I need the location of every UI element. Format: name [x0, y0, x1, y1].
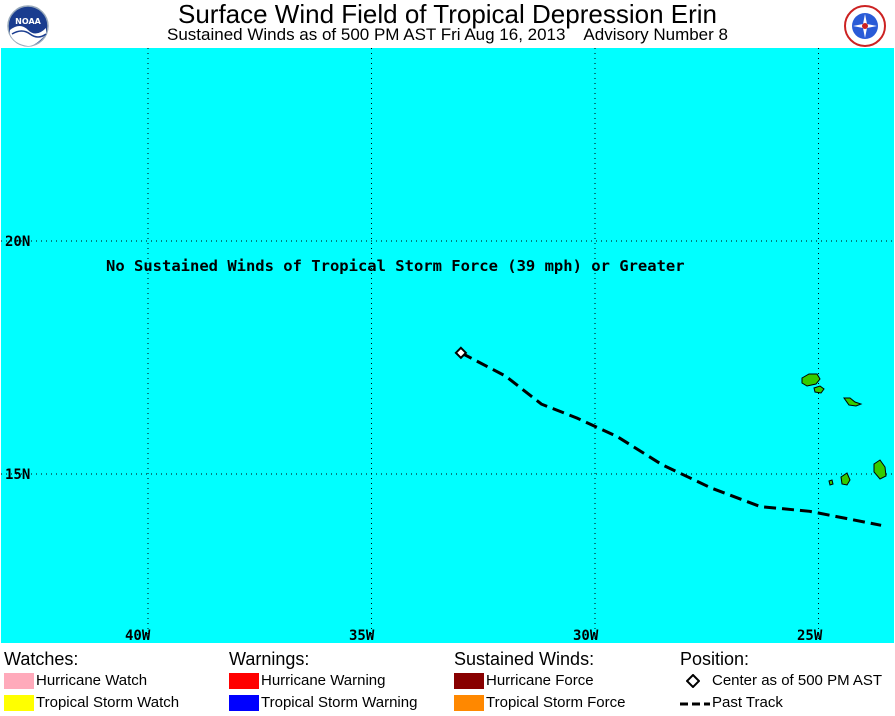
svg-text:NOAA: NOAA [15, 17, 41, 26]
legend-item-past-track: Past Track [680, 692, 783, 714]
tropical-storm-force-label: Tropical Storm Force [486, 694, 626, 711]
lon-label-40w: 40W [125, 628, 151, 643]
noaa-logo: NOAA [6, 4, 50, 48]
hurricane-warning-swatch [229, 673, 259, 689]
legend: Watches: Hurricane Watch Tropical Storm … [0, 644, 895, 716]
island-santiago [840, 472, 851, 486]
header: NOAA Surface Wind Field of Tropical Depr… [0, 0, 895, 48]
legend-item-center: Center as of 500 PM AST [680, 670, 882, 692]
wind-field-map: 20N 15N 40W 35W 30W 25W No Sustained Win… [1, 48, 894, 643]
lat-label-20n: 20N [5, 234, 31, 250]
position-heading: Position: [680, 649, 750, 669]
past-track-line [460, 351, 882, 527]
legend-item-hurricane-watch: Hurricane Watch [4, 670, 147, 692]
center-diamond-icon [686, 674, 700, 688]
no-tropical-storm-winds-notice: No Sustained Winds of Tropical Storm For… [106, 257, 685, 275]
storm-center-marker [454, 346, 468, 360]
island-sao-vicente [813, 385, 825, 394]
tropical-storm-warning-label: Tropical Storm Warning [261, 694, 418, 711]
island-santo-antao [801, 373, 821, 387]
legend-item-hurricane-force: Hurricane Force [454, 670, 594, 692]
tropical-storm-warning-swatch [229, 695, 259, 711]
lon-label-35w: 35W [349, 628, 375, 643]
lon-label-25w: 25W [797, 628, 823, 643]
lat-label-15n: 15N [5, 467, 31, 483]
legend-warnings: Warnings: Hurricane Warning Tropical Sto… [229, 648, 417, 714]
island-sao-nicolau [843, 397, 863, 407]
hurricane-force-label: Hurricane Force [486, 672, 594, 689]
legend-item-tropical-storm-warning: Tropical Storm Warning [229, 692, 417, 714]
island-sal [873, 459, 887, 480]
cabo-verde-islands [801, 373, 887, 486]
map-title: Surface Wind Field of Tropical Depressio… [177, 0, 717, 29]
tropical-storm-watch-label: Tropical Storm Watch [36, 694, 180, 711]
hurricane-watch-swatch [4, 673, 34, 689]
legend-watches: Watches: Hurricane Watch Tropical Storm … [4, 648, 179, 714]
tropical-storm-watch-swatch [4, 695, 34, 711]
lon-label-30w: 30W [573, 628, 599, 643]
sustained-winds-heading: Sustained Winds: [454, 649, 595, 669]
legend-sustained-winds: Sustained Winds: Hurricane Force Tropica… [454, 648, 625, 714]
legend-item-hurricane-warning: Hurricane Warning [229, 670, 386, 692]
lat-lon-grid [1, 48, 894, 643]
watches-heading: Watches: [4, 649, 79, 669]
past-track-line-icon [680, 702, 710, 706]
center-label: Center as of 500 PM AST [712, 672, 883, 689]
legend-item-tropical-storm-watch: Tropical Storm Watch [4, 692, 179, 714]
island-fogo [828, 479, 834, 486]
hurricane-watch-label: Hurricane Watch [36, 672, 148, 689]
legend-item-tropical-storm-force: Tropical Storm Force [454, 692, 625, 714]
hurricane-force-swatch [454, 673, 484, 689]
warnings-heading: Warnings: [229, 649, 310, 669]
past-track-label: Past Track [712, 694, 783, 711]
map-canvas [1, 48, 894, 643]
hurricane-warning-label: Hurricane Warning [261, 672, 386, 689]
tropical-storm-force-swatch [454, 695, 484, 711]
national-weather-service-logo [843, 4, 887, 48]
legend-position: Position: Center as of 500 PM AST Past T… [680, 648, 882, 714]
map-subtitle: Sustained Winds as of 500 PM AST Fri Aug… [167, 25, 728, 44]
